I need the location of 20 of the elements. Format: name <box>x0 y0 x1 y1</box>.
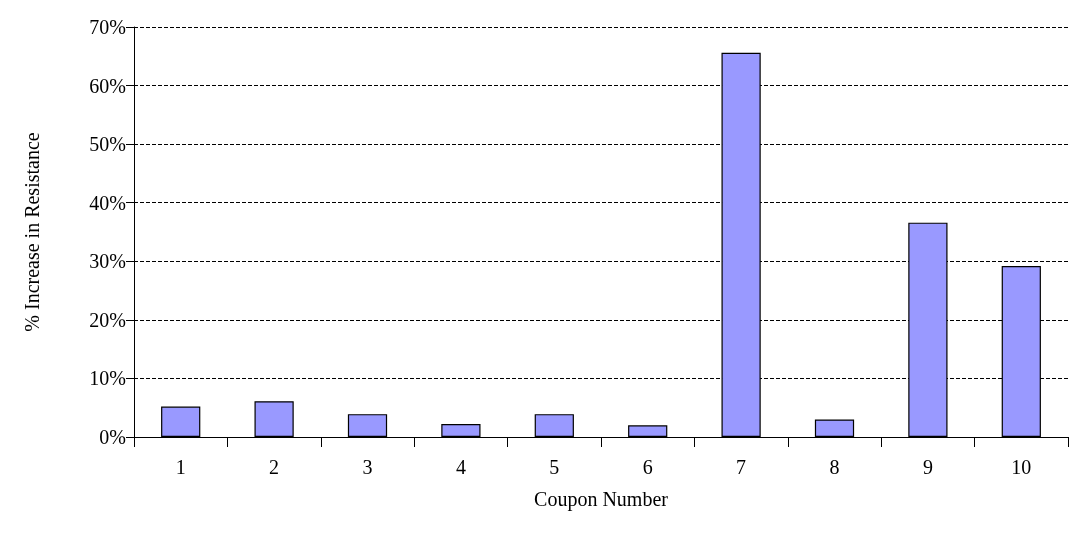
x-tick-label: 6 <box>642 456 653 478</box>
y-tick-label: 10% <box>89 367 126 390</box>
y-tick-label: 20% <box>89 308 126 331</box>
x-tick-label: 10 <box>1011 456 1032 478</box>
y-tick-label: 50% <box>89 133 126 156</box>
y-tick-label: 60% <box>89 74 126 97</box>
x-tick-label: 3 <box>362 456 373 478</box>
y-tick-label: 0% <box>99 426 126 448</box>
y-axis-title: % Increase in Resistance <box>21 132 43 332</box>
x-tick-label: 2 <box>269 456 280 478</box>
y-tick-label: 70% <box>89 16 126 38</box>
x-tick-label: 1 <box>175 456 186 478</box>
x-tick-label: 4 <box>455 456 466 478</box>
y-tick-label: 40% <box>89 191 126 214</box>
x-tick-label: 8 <box>829 456 840 478</box>
y-tick-label: 30% <box>89 250 126 273</box>
x-axis-title: Coupon Number <box>534 488 669 511</box>
x-tick-label: 5 <box>549 456 560 478</box>
x-tick-label: 9 <box>922 456 933 478</box>
x-tick-label: 7 <box>736 456 747 478</box>
